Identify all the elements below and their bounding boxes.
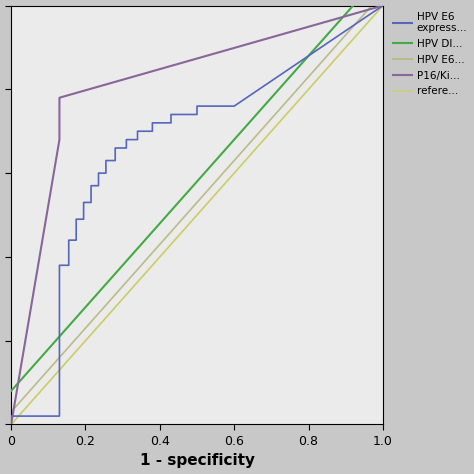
X-axis label: 1 - specificity: 1 - specificity (139, 454, 255, 468)
Legend: HPV E6
express..., HPV DI..., HPV E6..., P16/Ki..., refere...: HPV E6 express..., HPV DI..., HPV E6...,… (392, 11, 468, 97)
